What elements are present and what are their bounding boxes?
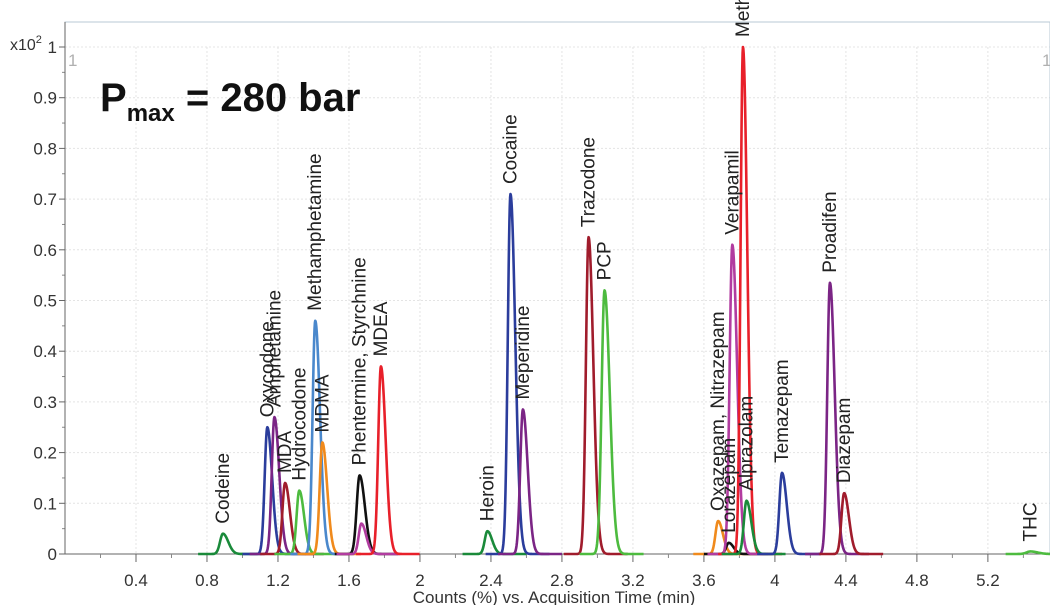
x-tick-label: 1.6 (337, 571, 361, 590)
peak-label: Methamphetamine (305, 153, 326, 310)
peak-label: Diazepam (834, 398, 855, 484)
y-tick-label: 0 (48, 545, 57, 564)
peak-trace (273, 489, 339, 556)
peak-label: Lorazepam (719, 438, 740, 533)
x-tick-label: 2 (415, 571, 424, 590)
x-tick-label: 5.2 (976, 571, 1000, 590)
peak-label: Oxazepam, Nitrazepam (708, 311, 729, 511)
pressure-value: = 280 bar (175, 76, 361, 120)
peak-label: MDEA (371, 301, 392, 356)
pressure-annotation: Pmax = 280 bar (100, 76, 360, 127)
x-tick-label: 0.8 (195, 571, 219, 590)
peak-label: Amphetamine (264, 290, 285, 407)
peak-label: MDMA (312, 374, 333, 432)
x-tick-label: 3.6 (692, 571, 716, 590)
gridlines (65, 46, 1050, 555)
peak-label: Trazodone (579, 137, 600, 227)
peak-label: Cocaine (500, 114, 521, 184)
peak-label: PCP (595, 241, 616, 280)
y-tick-label: 0.8 (33, 139, 57, 158)
x-tick-label: 2.8 (550, 571, 574, 590)
series-traces (197, 45, 1050, 556)
peak-label: THC (1020, 502, 1041, 541)
y-tick-label: 0.5 (33, 292, 57, 311)
y-axis: 0 0.1 0.2 0.3 0.4 0.5 0.6 0.7 0.8 0.9 1 (33, 22, 66, 564)
y-tick-label: 0.7 (33, 190, 57, 209)
x-tick-label: 4.8 (905, 571, 929, 590)
y-multiplier-base: x10 (10, 37, 36, 54)
peak-trace (197, 532, 263, 556)
peak-label: MDA (275, 430, 296, 473)
x-tick-label: 4.4 (834, 571, 858, 590)
corner-label-right: 1 (1042, 51, 1050, 70)
y-multiplier-exponent: 2 (36, 34, 42, 46)
peak-trace (818, 491, 885, 556)
peak-trace (497, 408, 563, 556)
peak-label: Alprazolam (737, 396, 758, 491)
y-tick-label: 0.3 (33, 393, 57, 412)
x-tick-label: 2.4 (479, 571, 503, 590)
pressure-symbol: P (100, 76, 127, 120)
peak-label: Hydrocodone (289, 368, 310, 481)
peak-trace (355, 365, 421, 556)
x-tick-label: 4 (770, 571, 779, 590)
x-tick-label: 3.2 (621, 571, 645, 590)
peak-label: Methadone (733, 0, 754, 37)
corner-label-left: 1 (68, 51, 77, 70)
y-tick-label: 0.9 (33, 89, 57, 108)
peak-label: Heroin (477, 465, 498, 521)
peak-label: Temazepam (772, 359, 793, 463)
pressure-subscript: max (127, 100, 176, 127)
y-tick-label: 0.4 (33, 342, 57, 361)
y-tick-label: 1 (48, 38, 57, 57)
y-tick-label: 0.6 (33, 241, 57, 260)
peak-label: Phentermine, Styrchnine (350, 257, 371, 465)
peak-label: Codeine (213, 453, 234, 524)
x-tick-label: 0.4 (124, 571, 148, 590)
peak-label: Verapamil (722, 150, 743, 235)
y-multiplier: x102 (10, 34, 42, 54)
peak-trace (1004, 550, 1050, 556)
peak-label: Oxycodone (257, 321, 278, 417)
peak-trace (578, 289, 645, 556)
x-tick-label: 1.2 (266, 571, 290, 590)
peak-label: Meperidine (513, 306, 534, 400)
y-tick-label: 0.1 (33, 494, 57, 513)
peak-trace (461, 529, 528, 556)
peak-label: Proadifen (820, 191, 841, 272)
x-axis: 0.4 0.8 1.2 1.6 2 2.4 2.8 3.2 3.6 4 4.4 4.8 5.2 (65, 553, 1050, 590)
peak-trace (335, 522, 402, 556)
y-tick-label: 0.2 (33, 444, 57, 463)
x-axis-label: Counts (%) vs. Acquisition Time (min) (413, 588, 695, 605)
peak-trace (756, 471, 822, 556)
peak-trace (562, 235, 629, 556)
